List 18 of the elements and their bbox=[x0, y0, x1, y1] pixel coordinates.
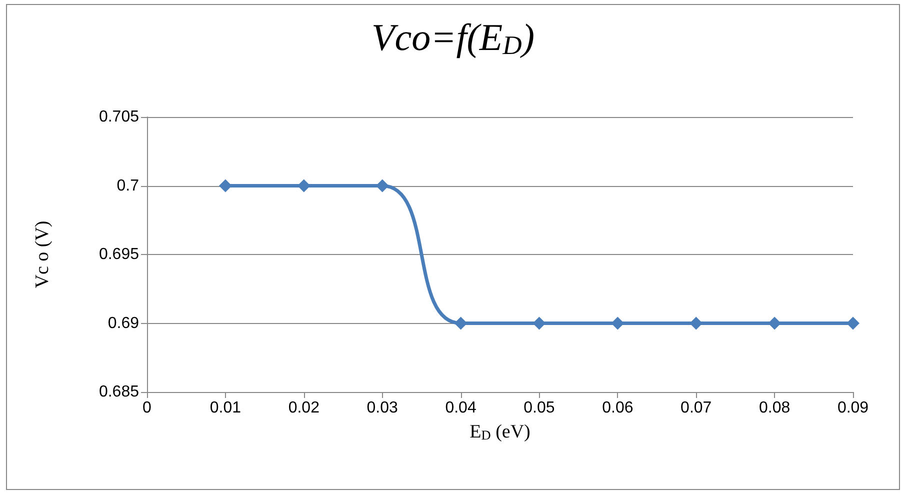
x-tick-label: 0.09 bbox=[837, 400, 869, 416]
y-tick-label: 0.69 bbox=[108, 314, 140, 332]
x-tick-label: 0.04 bbox=[445, 400, 476, 416]
y-tick-label: 0.7 bbox=[116, 177, 140, 194]
y-axis-title: Vc o (V) bbox=[32, 220, 53, 288]
x-tick-label: 0.03 bbox=[366, 400, 398, 416]
x-tick-label: 0.01 bbox=[210, 400, 242, 416]
x-tick-label: 0.07 bbox=[680, 400, 712, 416]
y-tick-label: 0.685 bbox=[98, 384, 140, 400]
y-tick-label: 0.695 bbox=[98, 246, 140, 263]
y-tick-label: 0.705 bbox=[98, 108, 140, 126]
x-tick-label: 0 bbox=[142, 400, 152, 416]
x-tick-label: 0.05 bbox=[524, 400, 555, 416]
x-tick-label: 0.08 bbox=[758, 400, 790, 416]
x-tick-label: 0.06 bbox=[602, 400, 634, 416]
chart-title: Vco=f(ED) bbox=[371, 17, 535, 60]
x-tick-label: 0.02 bbox=[288, 400, 320, 416]
x-axis-title: ED (eV) bbox=[470, 421, 530, 443]
